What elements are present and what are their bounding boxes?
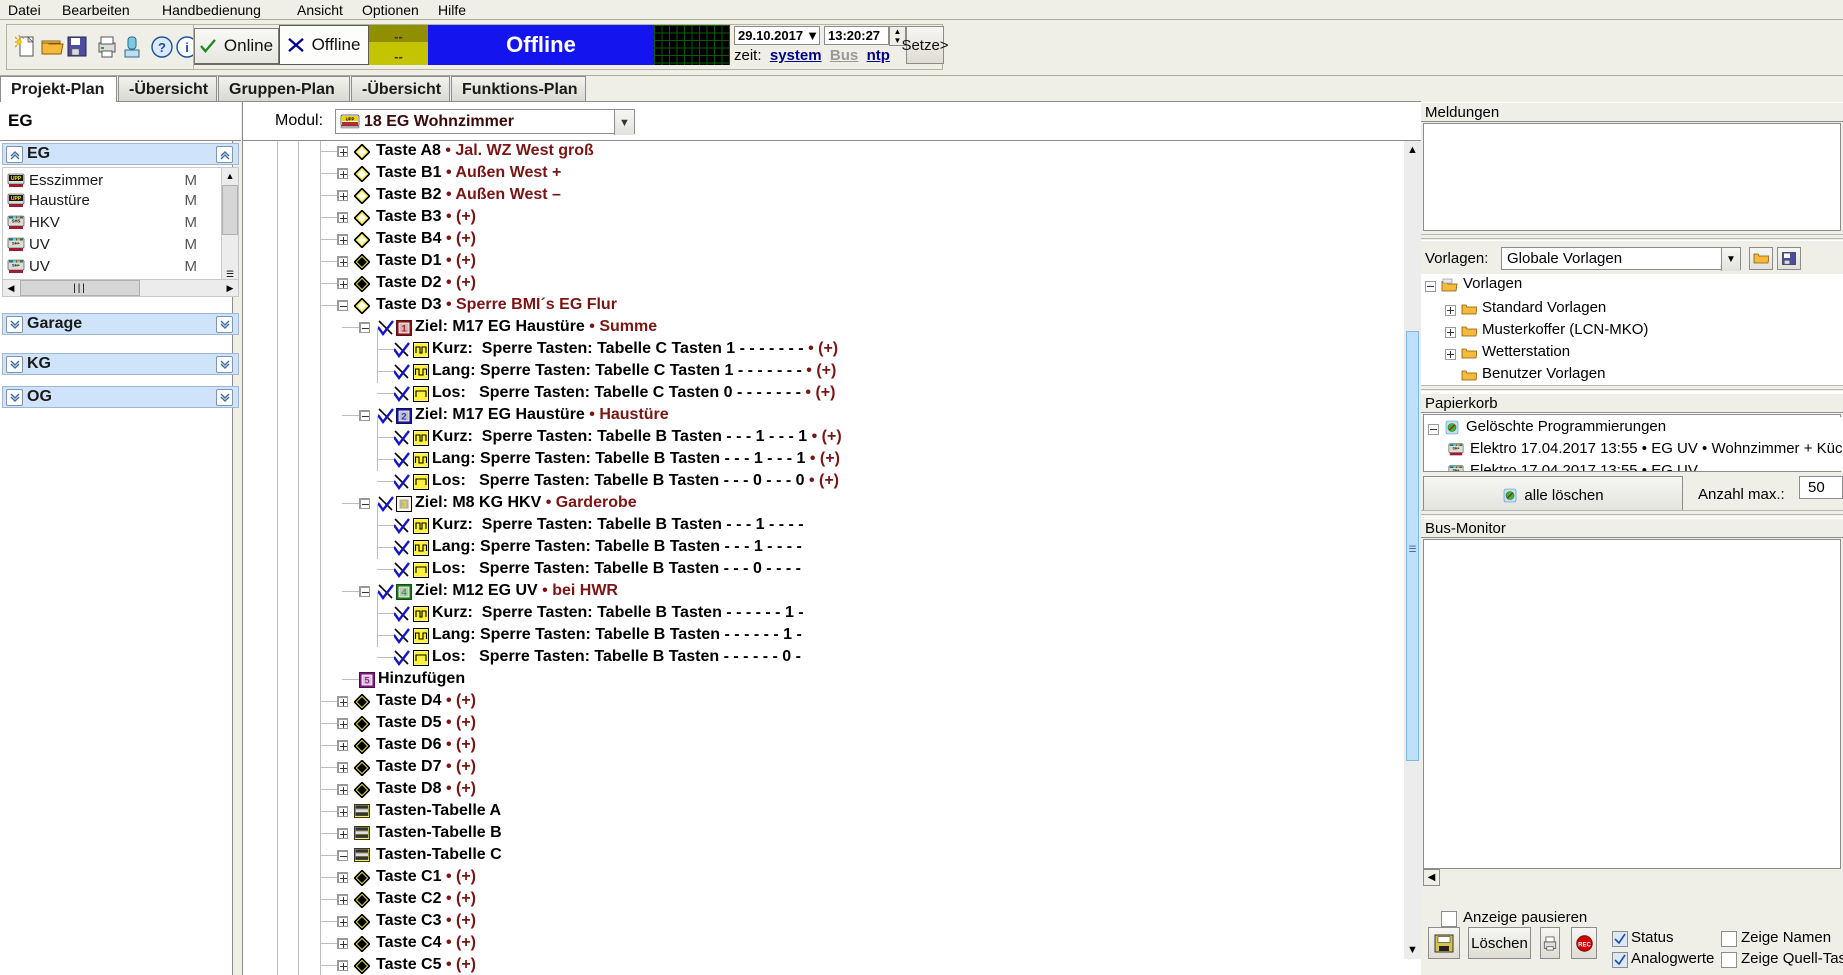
svg-text:UPP: UPP <box>11 196 22 202</box>
svg-text:UPP: UPP <box>11 176 22 182</box>
svg-text:SH+: SH+ <box>12 262 21 267</box>
svg-text:REC: REC <box>1578 942 1591 948</box>
svg-text:i: i <box>185 40 189 55</box>
svg-text:SH+: SH+ <box>1453 447 1460 451</box>
svg-text:SH+: SH+ <box>1453 469 1460 471</box>
svg-text:UPP: UPP <box>346 116 355 121</box>
svg-text:SH+: SH+ <box>12 240 21 245</box>
svg-text:SHS: SHS <box>12 218 21 223</box>
svg-text:?: ? <box>158 40 166 55</box>
